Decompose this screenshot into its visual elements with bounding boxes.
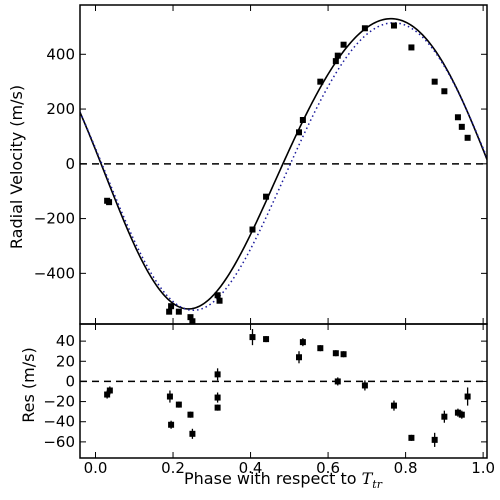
residual-data-point-0 [104,391,111,398]
residual-data-point-22 [441,413,448,420]
rv-data-point-24 [464,134,471,141]
residual-y-tick-label: −40 [43,413,75,431]
rv-data-point-5 [187,314,194,321]
rv-model-curve-dotted [80,22,487,312]
rv-y-tick-label: −200 [34,210,75,228]
rv-data-point-13 [317,78,324,85]
rv-data-point-19 [408,44,415,51]
x-axis-label-text: Phase with respect to [184,469,362,488]
residual-data-point-12 [296,354,303,361]
rv-data-point-2 [166,308,173,315]
rv-model-curve-solid [80,17,487,310]
rv-data-point-12 [299,117,306,124]
residual-data-point-11 [263,336,270,343]
residual-data-point-14 [317,345,324,352]
rv-data-point-23 [458,123,465,130]
residual-y-tick-label: 40 [56,332,75,350]
x-axis-label-subscript: tr [372,478,382,491]
x-tick-label: 0.2 [161,459,185,477]
residual-data-point-24 [458,411,465,418]
x-tick-label: 0.8 [394,459,418,477]
rv-data-point-22 [454,114,461,121]
rv-data-point-18 [390,22,397,29]
residual-y-tick-label: 0 [65,372,75,390]
residual-panel: 40 20 0 −20 −40 −60 0.0 0.2 0.4 0.6 0.8 1.0 Res (m/… [19,323,495,491]
rv-data-point-16 [340,41,347,48]
rv-data-point-7 [214,292,221,299]
residual-data-point-7 [214,371,221,378]
residual-data-point-17 [340,351,347,358]
residual-y-tick-label: −60 [43,433,75,451]
residual-data-point-2 [166,393,173,400]
x-tick-label: 0.0 [84,459,108,477]
rv-data-point-21 [441,88,448,95]
residual-data-point-4 [175,401,182,408]
residual-data-point-15 [332,350,339,357]
rv-data-point-20 [431,78,438,85]
residual-data-point-16 [334,378,341,385]
rv-y-tick-label: 200 [46,100,75,118]
rv-data-point-9 [249,226,256,233]
residual-y-axis-label: Res (m/s) [19,347,38,422]
residual-y-tick-label: 20 [56,352,75,370]
residual-data-point-3 [168,421,175,428]
rv-data-point-11 [296,129,303,136]
rv-data-point-14 [332,58,339,65]
residual-data-point-6 [189,430,196,437]
residual-data-point-21 [431,436,438,443]
rv-data-point-10 [263,193,270,200]
rv-y-axis-label: Radial Velocity (m/s) [7,85,26,249]
x-tick-label: 0.4 [239,459,263,477]
residual-data-point-25 [464,393,471,400]
rv-data-point-6 [189,318,196,324]
residual-data-point-10 [249,334,256,341]
rv-data-point-3 [168,303,175,310]
residual-data-point-1 [106,387,113,394]
x-axis-label-symbol: T [362,469,374,488]
rv-data-point-4 [175,308,182,315]
rv-data-point-15 [334,52,341,59]
rv-data-point-1 [106,199,113,206]
rv-panel: 400 200 0 −200 −400 Radial Velocity (m/s) [7,4,488,325]
residual-data-point-18 [361,382,368,389]
residual-panel-frame [79,323,488,459]
residual-data-point-9 [214,404,221,411]
x-tick-label: 1.0 [471,459,495,477]
residual-data-point-8 [214,394,221,401]
rv-y-tick-label: 0 [65,155,75,173]
rv-data-point-8 [216,297,223,304]
residual-data-point-19 [390,402,397,409]
residual-data-point-23 [454,409,461,416]
x-tick-label: 0.6 [316,459,340,477]
x-axis-label: Phase with respect to Ttr [184,469,383,491]
residual-data-point-5 [187,411,194,418]
rv-y-tick-label: 400 [46,45,75,63]
residual-y-tick-label: −20 [43,393,75,411]
rv-data-point-17 [361,25,368,32]
residual-data-point-20 [408,434,415,441]
rv-y-tick-label: −400 [34,264,75,282]
residual-data-point-13 [299,339,306,346]
